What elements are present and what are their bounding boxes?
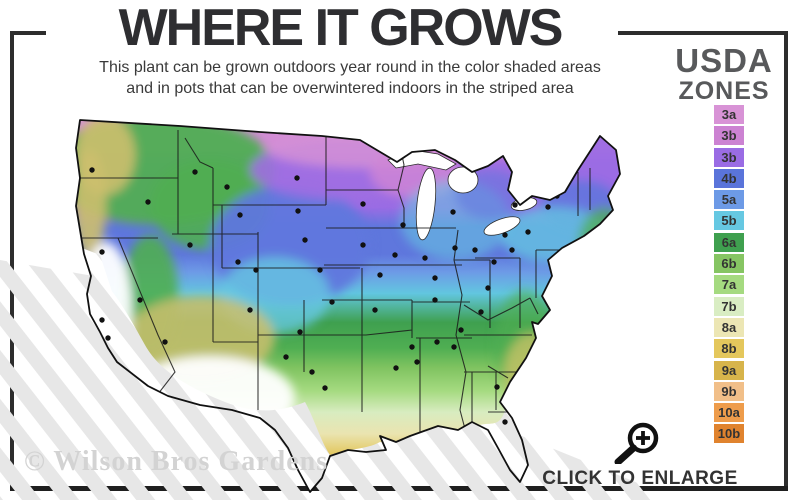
legend-title-zones: ZONES [678, 77, 770, 105]
city-dot [485, 285, 491, 291]
city-dot [451, 344, 457, 350]
city-dot [502, 232, 508, 238]
subtitle-line-2: and in pots that can be overwintered ind… [126, 80, 574, 97]
striped-area-california-coast [76, 245, 155, 395]
legend-zone-3a: 3a [714, 105, 744, 124]
city-dot [551, 173, 557, 179]
legend-zone-6a: 6a [714, 232, 744, 252]
city-dot [89, 167, 95, 173]
legend-zone-10a: 10a [714, 403, 744, 423]
city-dot [99, 249, 105, 255]
city-dot [137, 297, 143, 303]
city-dot [414, 359, 420, 365]
city-dot [565, 159, 571, 165]
frame-border-top-right [618, 31, 788, 35]
usda-zones-legend: 3a 3b 3b 4b 5a 5b 6a 6b 7a 7b 8a 8b 9a 9b 10a 10b [714, 105, 744, 444]
city-dot [322, 385, 328, 391]
city-dot [450, 209, 456, 215]
city-dot [99, 317, 105, 323]
us-hardiness-map[interactable] [0, 110, 660, 500]
legend-zone-9b: 9b [714, 381, 744, 401]
city-dot [513, 409, 519, 415]
city-dot [512, 202, 518, 208]
city-dot [509, 247, 515, 253]
legend-zone-8a: 8a [714, 317, 744, 337]
city-dot [297, 329, 303, 335]
legend-zone-5b: 5b [714, 211, 744, 231]
city-dot [432, 275, 438, 281]
city-dot [329, 299, 335, 305]
city-dot [400, 222, 406, 228]
city-dot [545, 204, 551, 210]
city-dot [253, 267, 259, 273]
city-dot [478, 309, 484, 315]
city-dot [162, 339, 168, 345]
city-dot [409, 344, 415, 350]
city-dot [432, 297, 438, 303]
city-dot [294, 175, 300, 181]
legend-title: USDA ZONES [660, 42, 788, 105]
city-dot [393, 365, 399, 371]
state-borders [77, 130, 591, 450]
us-outline [75, 119, 621, 493]
city-dot [494, 384, 500, 390]
click-to-enlarge-label[interactable]: CLICK TO ENLARGE [542, 468, 738, 489]
city-dot [235, 259, 241, 265]
legend-zone-7b: 7b [714, 296, 744, 316]
city-dot [377, 272, 383, 278]
legend-zone-5a: 5a [714, 190, 744, 210]
city-dot [360, 201, 366, 207]
city-dot [525, 229, 531, 235]
legend-zone-3b: 3b [714, 147, 744, 167]
city-dots [89, 159, 571, 425]
legend-zone-3b: 3b [714, 126, 744, 146]
city-dot [502, 419, 508, 425]
city-dot [309, 369, 315, 375]
city-dot [145, 199, 151, 205]
city-dot [541, 167, 547, 173]
frame-border-top-left [10, 31, 46, 35]
city-dot [302, 237, 308, 243]
magnifier-plus-icon[interactable] [609, 412, 661, 464]
city-dot [187, 242, 193, 248]
legend-zone-6b: 6b [714, 254, 744, 274]
city-dot [237, 212, 243, 218]
legend-title-usda: USDA [675, 42, 773, 79]
city-dot [392, 252, 398, 258]
page-title: WHERE IT GROWS [118, 0, 564, 57]
city-dot [458, 327, 464, 333]
legend-zone-4b: 4b [714, 168, 744, 188]
city-dot [372, 307, 378, 313]
city-dot [283, 354, 289, 360]
frame-border-left [10, 31, 14, 490]
legend-zone-7a: 7a [714, 275, 744, 295]
city-dot [472, 247, 478, 253]
city-dot [360, 242, 366, 248]
subtitle-line-1: This plant can be grown outdoors year ro… [99, 59, 601, 76]
city-dot [434, 339, 440, 345]
us-zone-map-svg[interactable] [0, 110, 660, 500]
subtitle: This plant can be grown outdoors year ro… [20, 57, 680, 99]
city-dot [491, 259, 497, 265]
watermark: © Wilson Bros Gardens [24, 446, 329, 477]
legend-zone-9a: 9a [714, 360, 744, 380]
city-dot [317, 267, 323, 273]
legend-zone-8b: 8b [714, 339, 744, 359]
frame-border-right [784, 31, 788, 490]
city-dot [105, 335, 111, 341]
city-dot [422, 255, 428, 261]
city-dot [247, 307, 253, 313]
city-dot [295, 208, 301, 214]
city-dot [224, 184, 230, 190]
legend-zone-10b: 10b [714, 424, 744, 444]
city-dot [452, 245, 458, 251]
city-dot [192, 169, 198, 175]
